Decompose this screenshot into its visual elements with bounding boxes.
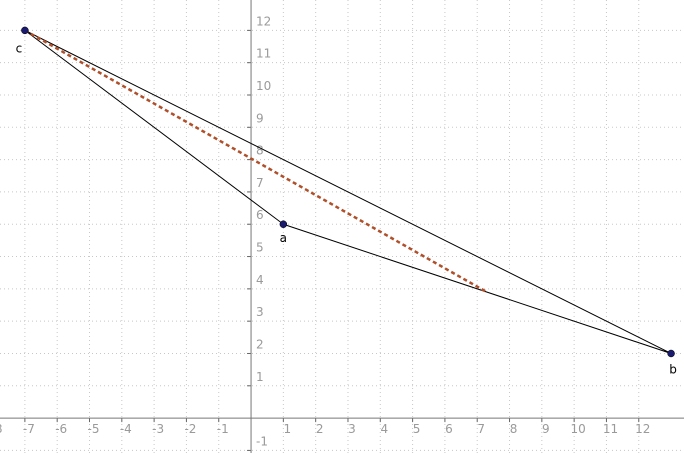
x-tick-label: 10: [571, 422, 586, 436]
y-tick-label: 12: [256, 14, 271, 28]
x-tick-label: 3: [348, 422, 356, 436]
y-tick-label: 7: [256, 176, 264, 190]
point: [279, 220, 288, 228]
y-tick-label: 6: [256, 208, 264, 222]
y-tick-label: 10: [256, 79, 271, 93]
x-tick-label: 8: [510, 422, 518, 436]
y-tick-label: -1: [256, 434, 268, 448]
x-tick-label: -3: [152, 422, 164, 436]
dashed-segment: [24, 29, 488, 294]
y-tick-label: 3: [256, 305, 264, 319]
x-tick-label: -1: [217, 422, 229, 436]
triangle: [24, 29, 672, 354]
x-tick-label: -4: [120, 422, 132, 436]
y-tick-label: 4: [256, 273, 264, 287]
x-tick-label: 5: [413, 422, 421, 436]
x-tick-label: -5: [88, 422, 100, 436]
x-tick-label: 2: [316, 422, 324, 436]
y-tick-label: 1: [256, 370, 264, 384]
x-tick-label: 7: [477, 422, 485, 436]
x-tick-label: 6: [445, 422, 453, 436]
x-tick-label: -6: [55, 422, 67, 436]
x-tick-label: 12: [635, 422, 650, 436]
x-tick-label: -7: [23, 422, 35, 436]
y-tick-label: 8: [256, 144, 264, 158]
point: [667, 349, 675, 358]
x-tick-label: 1: [284, 422, 292, 436]
x-tick-label: 9: [542, 422, 550, 436]
point-label: b: [669, 362, 677, 376]
point-label: a: [280, 231, 287, 245]
y-tick-label: 11: [256, 47, 271, 61]
x-tick-label: 4: [380, 422, 388, 436]
x-tick-label: -2: [184, 422, 196, 436]
y-tick-label: 9: [256, 111, 264, 125]
point: [21, 26, 29, 35]
y-tick-label: 5: [256, 241, 264, 255]
y-tick-label: 2: [256, 337, 264, 351]
x-tick-label: -8: [0, 422, 3, 436]
x-tick-label: 11: [603, 422, 618, 436]
point-label: c: [16, 41, 23, 55]
